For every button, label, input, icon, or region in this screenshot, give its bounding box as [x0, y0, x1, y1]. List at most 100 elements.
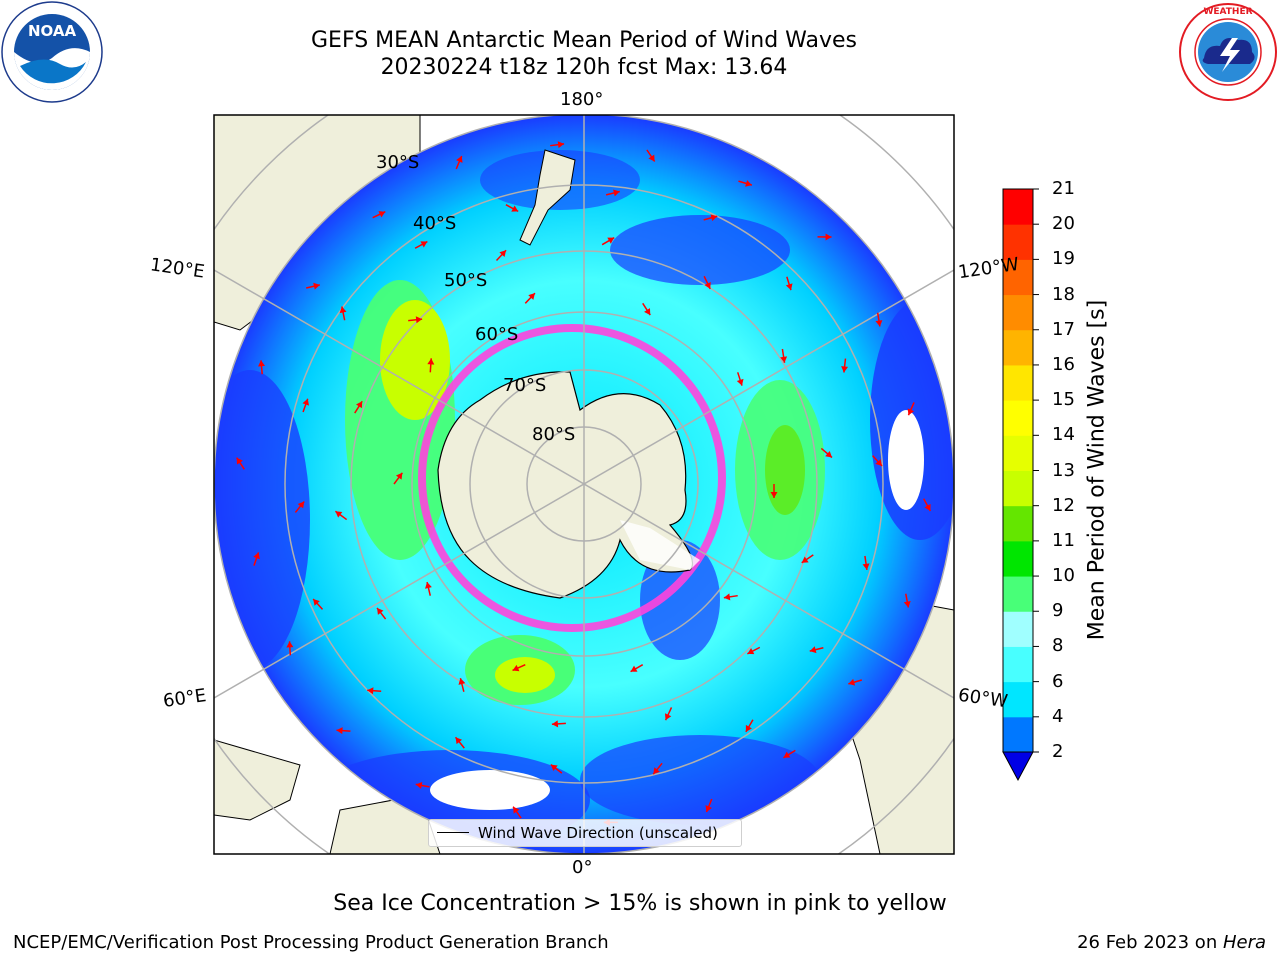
colorbar-segment — [1003, 646, 1033, 683]
wind-arrow-head — [427, 358, 435, 365]
sea-ice-caption: Sea Ice Concentration > 15% is shown in … — [333, 891, 947, 916]
svg-text:WEATHER: WEATHER — [1203, 7, 1252, 17]
wind-arrow-head — [875, 459, 883, 466]
wind-arrow-head — [557, 141, 565, 149]
colorbar-tick-label: 8 — [1052, 635, 1064, 657]
chart-subtitle: 20230224 t18z 120h fcst Max: 13.64 — [380, 55, 788, 80]
colorbar-segment — [1003, 470, 1033, 507]
colorbar-tick-label: 13 — [1052, 459, 1075, 481]
colorbar-segment — [1003, 611, 1033, 647]
wind-arrow-head — [377, 607, 384, 615]
legend-line-sample — [437, 832, 469, 833]
noaa-logo-text: NOAA — [28, 22, 77, 40]
wind-arrow-head — [644, 308, 651, 316]
colorbar-tick-label: 6 — [1052, 670, 1064, 692]
wind-arrow-head — [378, 211, 386, 218]
colorbar-segment — [1003, 505, 1033, 542]
wind-arrow-head — [653, 767, 660, 775]
wind-arrow-head — [736, 378, 744, 386]
wind-arrow-head — [723, 593, 731, 601]
colorbar-extend-min — [1002, 751, 1034, 782]
wind-arrow-head — [458, 678, 466, 685]
wind-arrow-head — [420, 241, 428, 248]
wind-arrow-head — [513, 806, 520, 814]
wind-arrow-head — [512, 664, 520, 672]
colorbar-tick-label: 18 — [1052, 283, 1075, 305]
wind-arrow-head — [705, 805, 712, 813]
wind-arrow-head — [825, 233, 832, 241]
colorbar-tick-label: 4 — [1052, 705, 1064, 727]
colorbar-tick-label: 16 — [1052, 353, 1075, 375]
wind-arrow-head — [783, 751, 791, 758]
wind-arrow-head — [809, 646, 817, 654]
wind-arrow-head — [456, 155, 463, 163]
wind-arrow-head — [367, 687, 374, 695]
lon-label-0: 0° — [572, 857, 593, 878]
colorbar-segment — [1003, 540, 1033, 577]
lat-label-50s: 50°S — [444, 270, 488, 291]
colorbar-tick-label: 21 — [1052, 178, 1075, 199]
colorbar-title: Mean Period of Wind Waves [s] — [1084, 299, 1110, 641]
wind-arrow-head — [780, 356, 788, 363]
lat-label-80s: 80°S — [532, 424, 576, 445]
colorbar-tick-label: 19 — [1052, 248, 1075, 270]
antarctica-land — [437, 371, 694, 599]
lon-label-180: 180° — [560, 89, 604, 110]
footer-date: 26 Feb 2023 on Hera — [1077, 932, 1266, 953]
colorbar-segment — [1003, 576, 1033, 612]
colorbar-segment — [1003, 329, 1033, 366]
wind-arrow-head — [302, 398, 310, 406]
wind-arrow-head — [613, 189, 620, 197]
colorbar-tick-label: 20 — [1052, 213, 1075, 235]
wind-arrow-head — [710, 214, 718, 222]
wind-arrow-head — [825, 450, 833, 458]
colorbar-tick-label: 9 — [1052, 600, 1064, 622]
wind-arrow-head — [335, 511, 343, 518]
wind-arrow-head — [425, 582, 432, 589]
legend-label: Wind Wave Direction (unscaled) — [478, 824, 718, 842]
wind-arrow-head — [258, 360, 265, 367]
wind-arrow-head — [339, 306, 347, 314]
colorbar-segment — [1003, 681, 1033, 718]
colorbar-segment — [1003, 189, 1033, 225]
wind-arrow-head — [356, 401, 363, 409]
wind-arrow-head — [745, 180, 752, 187]
wind-arrow-head — [297, 501, 305, 509]
colorbar-tick-label: 11 — [1052, 529, 1075, 551]
colorbar-segment — [1003, 716, 1033, 753]
wind-arrow-head — [313, 599, 320, 606]
wind-arrow-head — [648, 154, 655, 162]
colorbar-segment — [1003, 259, 1033, 296]
wind-arrow-head — [745, 724, 752, 732]
wind-arrow-head — [395, 472, 403, 480]
wind-arrow-head — [841, 366, 849, 373]
colorbar-segment — [1003, 224, 1033, 260]
wind-arrow-head — [607, 237, 615, 244]
new-zealand-land — [519, 149, 576, 246]
wind-arrow-head — [415, 316, 423, 324]
wind-direction-arrows — [236, 141, 932, 826]
footer-date-text: 26 Feb 2023 on — [1077, 932, 1223, 953]
colorbar-tick-label: 17 — [1052, 318, 1075, 340]
wind-arrow-head — [924, 504, 931, 511]
wind-arrow-head — [286, 641, 294, 648]
map-frame — [213, 114, 955, 855]
wind-arrow-head — [770, 492, 778, 498]
nws-logo: WEATHER — [1179, 3, 1277, 101]
wind-arrow-head — [875, 320, 883, 327]
chart-title: GEFS MEAN Antarctic Mean Period of Wind … — [311, 28, 857, 53]
wind-arrow-head — [511, 205, 519, 212]
colorbar-tick-label: 12 — [1052, 494, 1075, 516]
wind-arrow-head — [704, 281, 711, 289]
wind-arrow-head — [664, 713, 672, 721]
wind-arrow-head — [551, 720, 559, 728]
colorbar-segment — [1003, 294, 1033, 331]
lat-label-40s: 40°S — [413, 213, 457, 234]
lat-label-70s: 70°S — [503, 375, 547, 396]
wind-arrow-head — [455, 737, 463, 745]
wind-arrow-head — [630, 665, 638, 672]
colorbar — [1002, 188, 1039, 782]
wind-arrow-head — [903, 601, 911, 608]
footer-machine: Hera — [1222, 932, 1266, 953]
graticule — [214, 115, 954, 854]
